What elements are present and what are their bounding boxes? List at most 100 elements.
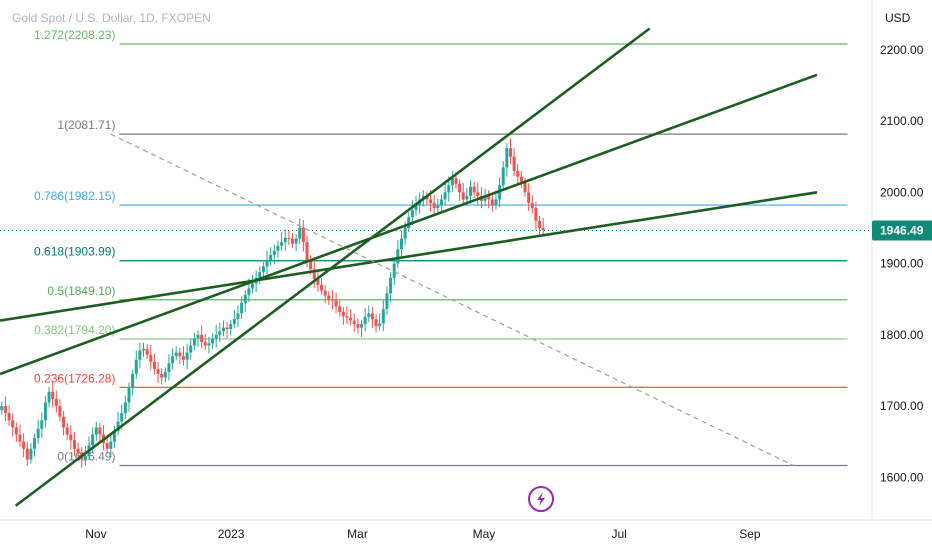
candle-body-10 [36,428,40,439]
candle-body-59 [214,334,218,339]
y-tick-label-6: 2200.00 [880,43,924,57]
candle-body-149 [541,227,545,231]
y-tick-label-4: 2000.00 [880,185,924,199]
candle-body-73 [265,260,269,267]
candle-body-91 [330,299,334,301]
candle-body-61 [221,327,225,332]
candle-body-92 [334,300,338,307]
candle-body-26 [94,427,98,435]
candle-body-127 [461,192,465,200]
candle-body-146 [530,203,534,208]
lightning-icon[interactable] [528,486,554,512]
candle-body-125 [454,178,458,184]
annotation-3 [110,133,794,467]
fib-label-0: 1.272(2208.23) [34,28,115,42]
candle-body-129 [469,186,473,196]
candle-body-141 [512,156,516,171]
candle-body-63 [229,324,233,330]
candle-body-80 [290,238,294,244]
candle-body-8 [29,448,33,460]
x-tick-label-4: Jul [611,527,626,541]
candle-body-124 [450,178,454,186]
candle-body-36 [131,373,135,389]
candle-body-1 [3,406,7,414]
candle-body-76 [276,245,280,251]
candle-body-94 [341,312,345,317]
candle-body-18 [65,427,69,435]
candle-body-45 [163,371,167,378]
candle-body-143 [519,176,523,182]
candle-body-53 [192,338,196,346]
x-tick-label-3: May [473,527,496,541]
candle-body-105 [381,309,385,324]
candle-body-27 [98,427,102,435]
y-tick-label-5: 2100.00 [880,114,924,128]
candle-body-121 [439,199,443,206]
candle-body-66 [240,302,244,314]
candle-body-144 [523,181,527,193]
candle-body-106 [385,293,389,310]
x-tick-label-2: Mar [347,527,368,541]
candle-body-54 [196,334,200,339]
candle-body-16 [58,406,62,417]
candle-body-13 [47,391,51,403]
candle-body-128 [465,195,469,200]
candle-body-108 [392,263,396,278]
candle-body-75 [272,250,276,256]
candle-body-110 [399,238,403,250]
candle-body-120 [436,205,440,208]
candle-body-148 [538,220,542,228]
candle-body-140 [508,148,512,157]
candle-body-57 [207,343,211,346]
candle-body-43 [156,368,160,374]
candle-body-65 [236,313,240,320]
candle-body-138 [501,167,505,186]
candle-body-17 [62,416,66,428]
candle-body-118 [429,199,433,204]
candle-body-55 [200,334,204,342]
candle-body-21 [76,448,80,453]
candle-body-134 [487,195,491,200]
candle-body-104 [378,323,382,327]
candle-body-14 [51,391,55,399]
candle-body-112 [407,217,411,228]
fib-label-2: 0.786(1982.15) [34,189,115,203]
candle-body-68 [247,288,251,295]
candle-body-60 [218,331,222,335]
candle-body-88 [320,284,324,291]
candle-body-15 [54,398,58,407]
annotation-1 [0,73,818,376]
candle-body-3 [11,420,15,428]
candle-body-87 [316,279,320,285]
candle-body-37 [134,359,138,374]
candle-body-33 [120,413,124,422]
candle-body-48 [174,352,178,357]
last-price-value: 1946.49 [880,223,924,237]
candle-body-119 [432,203,436,208]
candle-body-41 [149,354,153,362]
candle-body-107 [389,277,393,294]
fib-label-6: 0.236(1726.28) [34,371,115,385]
candle-body-5 [18,434,22,442]
candle-body-2 [7,413,11,421]
candle-body-96 [349,317,353,321]
candle-body-19 [69,434,73,441]
candle-body-81 [294,238,298,244]
candle-body-135 [490,199,494,206]
candle-body-52 [189,345,193,353]
candle-body-82 [298,227,302,239]
candle-body-131 [476,192,480,196]
candle-body-147 [534,208,538,221]
fib-label-1: 1(2081.71) [57,118,115,132]
candle-body-11 [40,420,44,429]
candle-body-84 [305,242,309,260]
fib-label-4: 0.5(1849.10) [47,284,115,298]
candle-body-102 [370,313,374,320]
candle-layer [0,138,545,468]
candle-body-111 [403,227,407,239]
candle-body-103 [374,319,378,327]
candle-body-62 [225,327,229,330]
candle-body-97 [352,320,356,325]
